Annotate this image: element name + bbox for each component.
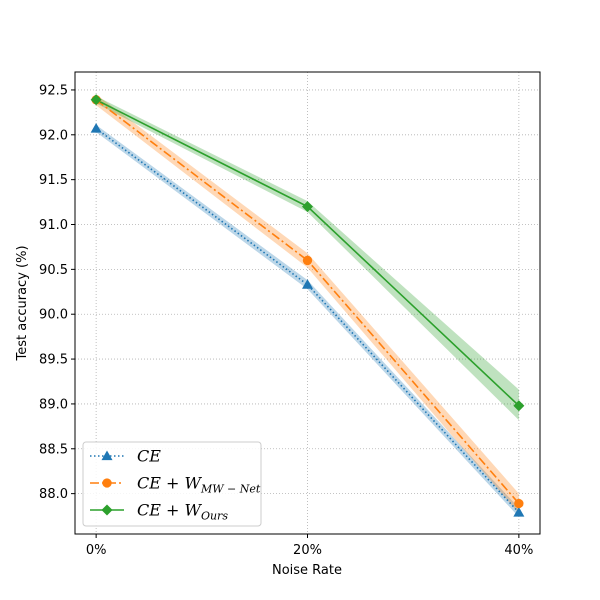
x-tick-label: 20% (293, 543, 322, 558)
data-point (513, 400, 525, 412)
series-line (95, 99, 520, 505)
x-tick-label: 0% (86, 543, 107, 558)
y-tick-label: 89.5 (39, 353, 68, 368)
grid-lines (75, 72, 540, 534)
data-point (302, 201, 313, 213)
data-point (90, 94, 102, 106)
data-point (514, 498, 524, 509)
data-point (302, 279, 313, 289)
data-point (513, 506, 525, 517)
y-tick-label: 88.5 (39, 442, 68, 457)
y-tick-label: 91.0 (39, 218, 68, 233)
y-tick-label: 92.5 (39, 83, 68, 98)
series-markers (90, 94, 525, 517)
y-tick-label: 91.5 (39, 173, 68, 188)
y-tick-label: 89.0 (39, 397, 68, 412)
legend-marker (101, 450, 113, 461)
legend-marker (102, 478, 112, 488)
y-tick-label: 90.0 (39, 308, 68, 323)
legend-label: CE (137, 447, 161, 466)
y-tick-label: 92.0 (39, 128, 68, 143)
y-axis-ticks: 88.0 88.5 89.0 89.5 90.0 90.5 91.0 91.5 92.0 92.5 (39, 83, 75, 502)
x-axis-label: Noise Rate (272, 563, 342, 578)
data-point (90, 123, 102, 133)
y-tick-label: 88.0 (39, 487, 68, 502)
series-band (96, 94, 519, 514)
legend-box (82, 441, 262, 527)
x-tick-label: 40% (504, 543, 533, 558)
x-axis-ticks: 0% 20% 40% (86, 534, 533, 558)
confidence-bands (96, 94, 519, 517)
data-point (302, 255, 313, 266)
legend-marker (101, 504, 113, 516)
y-axis-label: Test accuracy (%) (15, 245, 30, 361)
y-tick-label: 90.5 (39, 263, 68, 278)
